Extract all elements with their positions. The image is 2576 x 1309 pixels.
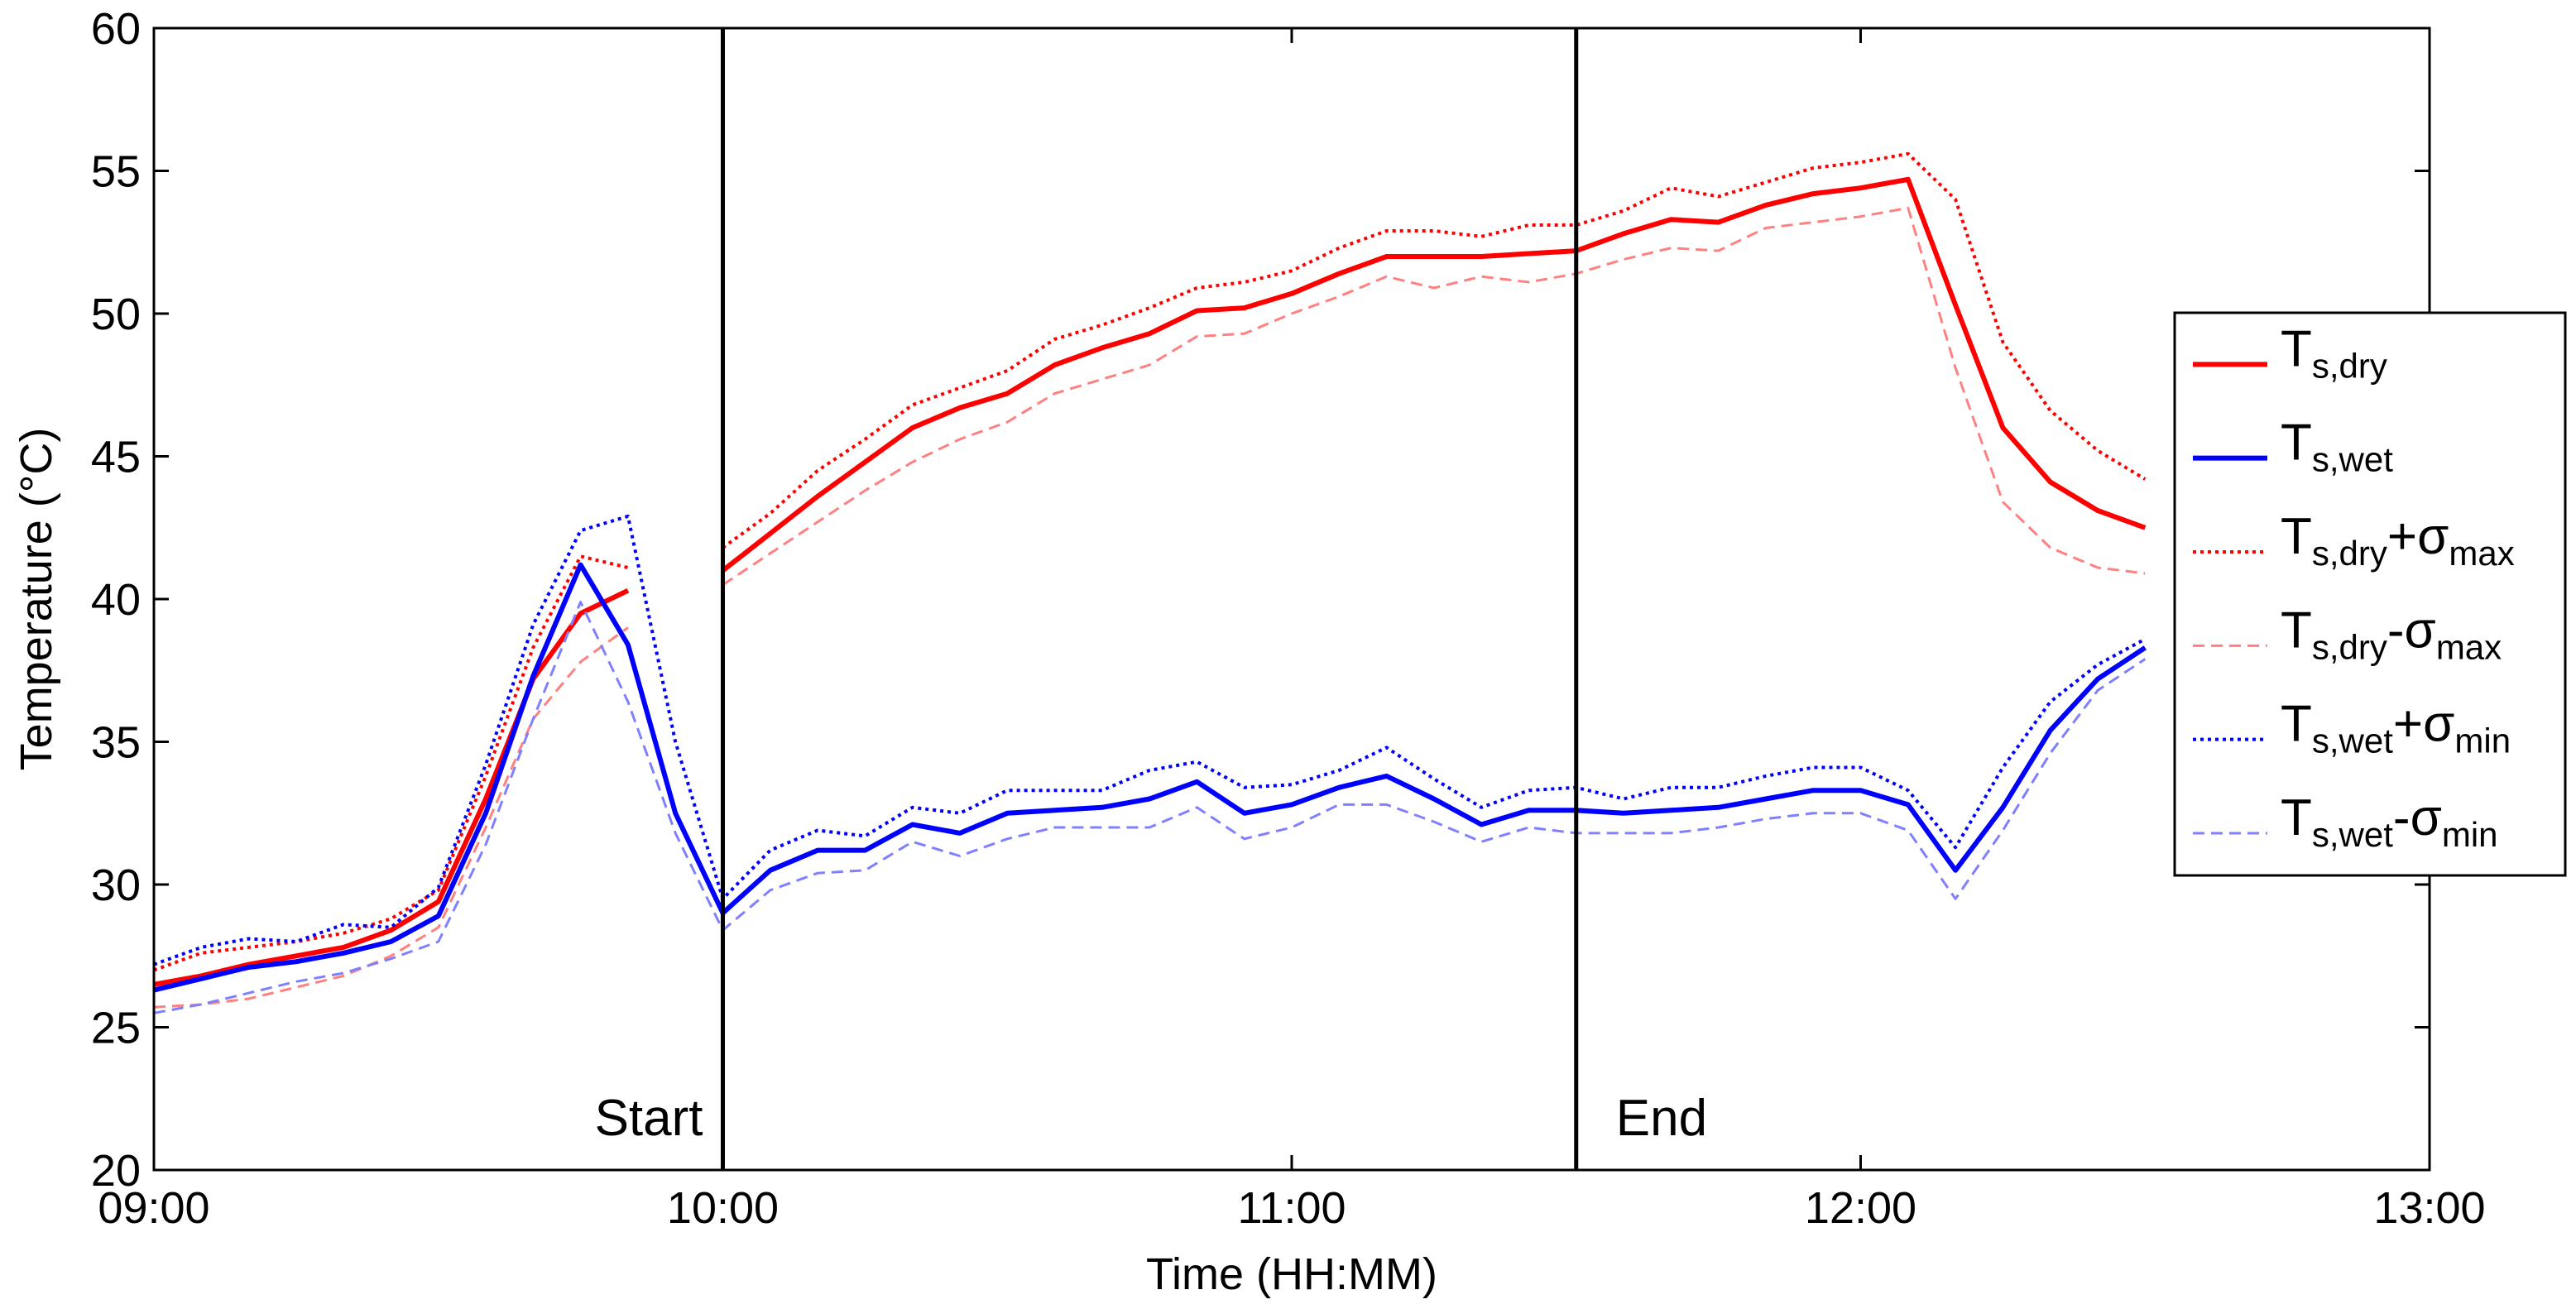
annotation-start: Start	[595, 1090, 703, 1147]
annotation-end: End	[1616, 1090, 1707, 1147]
legend-box	[2173, 311, 2567, 877]
series-line-t-s-dry-max	[153, 151, 2147, 972]
y-tick-label: 50	[91, 290, 141, 339]
y-axis-label: Temperature (°C)	[12, 428, 61, 771]
legend-label: Ts,dry+σmax	[2281, 508, 2515, 573]
axes-frame	[152, 26, 2431, 1172]
legend: Ts,dry Ts,wet Ts,dry+σmax Ts,dry-σmax Ts,wet…	[2173, 311, 2567, 877]
legend-label: Ts,wet	[2281, 415, 2393, 479]
series-line-t-s-dry	[153, 176, 2147, 987]
x-axis-label: Time (HH:MM)	[1146, 1249, 1437, 1299]
series-line-t-s-wet-min	[153, 514, 2147, 966]
legend-label: Ts,dry-σmax	[2281, 602, 2502, 666]
y-tick-label: 60	[91, 4, 141, 54]
y-tick-label: 25	[91, 1004, 141, 1053]
series-line-t-s-dry-max	[153, 206, 2146, 1009]
series-line-t-s-wet-min	[153, 601, 2147, 1014]
legend-label: Ts,dry	[2281, 320, 2387, 385]
annotations: Start End	[595, 1090, 1708, 1147]
y-tick-label: 45	[91, 433, 141, 482]
x-tick-label: 13:00	[2373, 1183, 2485, 1233]
y-tick-label: 35	[91, 718, 141, 768]
x-tick-label: 12:00	[1805, 1183, 1916, 1233]
y-tick-label: 55	[91, 147, 141, 197]
y-tick-label: 40	[91, 575, 141, 625]
axis-ticks: 09:00 10:00 11:00 12:00 13:00 20 25 30 35 40 45 50 5…	[91, 4, 2486, 1233]
x-tick-label: 11:00	[1237, 1183, 1346, 1233]
x-tick-label: 09:00	[98, 1183, 209, 1233]
event-lines	[721, 28, 1579, 1170]
y-tick-label: 20	[91, 1146, 141, 1196]
y-tick-label: 30	[91, 861, 141, 910]
legend-label: Ts,wet-σmin	[2281, 789, 2498, 854]
legend-label: Ts,wet+σmin	[2281, 696, 2511, 760]
series-line-t-s-wet	[153, 562, 2147, 993]
x-tick-label: 10:00	[667, 1183, 779, 1233]
plot-marks	[153, 151, 2147, 1014]
